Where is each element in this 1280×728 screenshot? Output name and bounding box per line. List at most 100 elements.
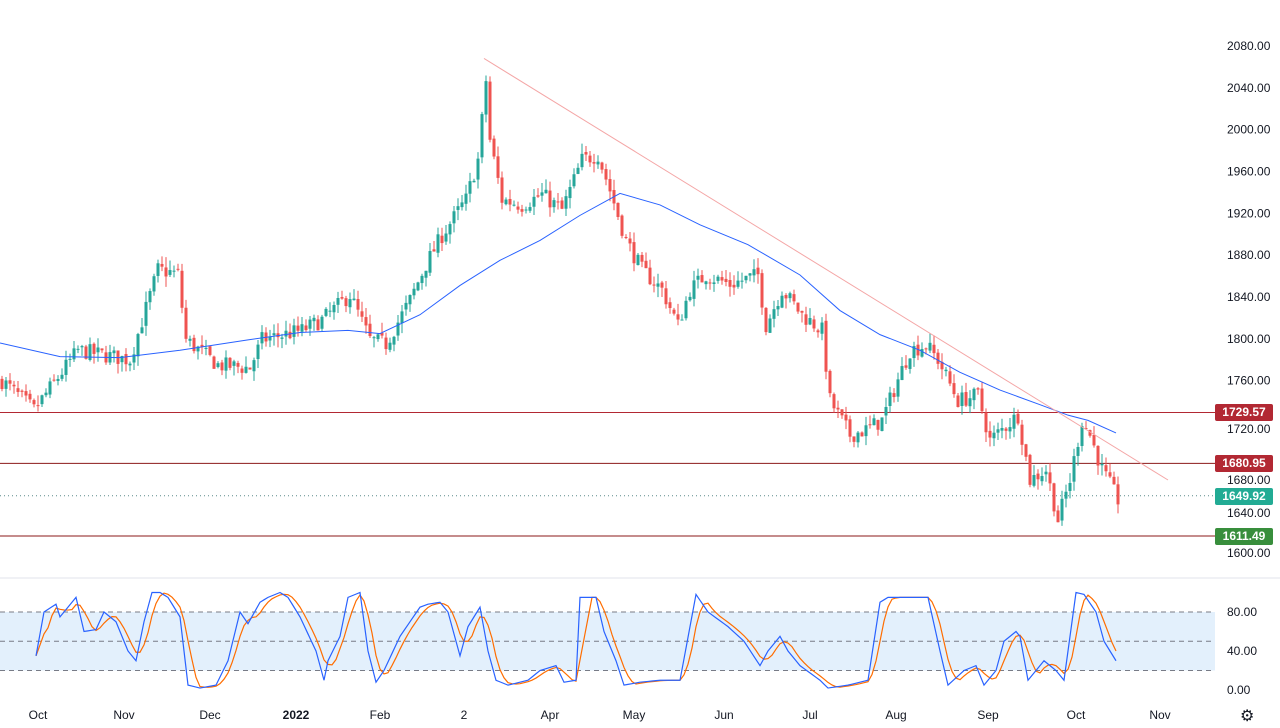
candle-body: [420, 275, 424, 284]
candle-body: [824, 320, 828, 372]
price-tick: 2080.00: [1227, 39, 1271, 53]
candle-body: [928, 342, 932, 351]
candle-body: [860, 432, 864, 437]
candle-body: [344, 298, 348, 307]
candle-body: [600, 162, 604, 170]
candle-body: [296, 325, 300, 331]
time-tick: Jun: [714, 708, 734, 722]
candle-body: [228, 357, 232, 368]
candle-body: [52, 379, 56, 381]
candle-body: [624, 236, 628, 238]
candle-body: [556, 201, 560, 203]
candle-body: [244, 366, 248, 373]
candle-body: [1112, 476, 1116, 485]
candle-body: [176, 268, 180, 270]
candle-body: [448, 224, 452, 235]
candle-body: [400, 311, 404, 324]
time-tick: Dec: [199, 708, 221, 722]
candle-body: [60, 374, 64, 379]
candle-body: [360, 311, 364, 317]
candle-body: [628, 238, 632, 244]
candle-body: [752, 269, 756, 276]
candle-body: [576, 167, 580, 174]
candle-body: [1072, 456, 1076, 482]
level-price-tag: 1680.95: [1215, 455, 1273, 472]
candle-body: [940, 361, 944, 370]
candle-body: [36, 405, 40, 407]
price-tick: 1880.00: [1227, 248, 1271, 262]
candle-body: [676, 314, 680, 320]
candle-body: [164, 267, 168, 277]
price-tick: 1840.00: [1227, 290, 1271, 304]
stoch-tick: 80.00: [1227, 605, 1257, 619]
candle-body: [432, 249, 436, 252]
candle-body: [96, 347, 100, 353]
candle-body: [708, 282, 712, 284]
candle-body: [1000, 427, 1004, 431]
candle-body: [100, 348, 104, 351]
candle-body: [396, 322, 400, 336]
candle-body: [20, 390, 24, 392]
candle-body: [588, 155, 592, 163]
candle-body: [792, 294, 796, 302]
candle-body: [936, 352, 940, 364]
candle-body: [740, 280, 744, 282]
candle-body: [504, 199, 508, 205]
price-tick: 1640.00: [1227, 506, 1271, 520]
candle-body: [56, 378, 60, 381]
candle-body: [692, 280, 696, 299]
candle-body: [536, 195, 540, 197]
candle-body: [1092, 434, 1096, 446]
candle-body: [64, 359, 68, 375]
candle-body: [672, 309, 676, 314]
time-tick: Oct: [28, 708, 48, 722]
candle-body: [520, 209, 524, 212]
candle-body: [152, 276, 156, 292]
candle-body: [236, 362, 240, 367]
candle-body: [852, 436, 856, 442]
candle-body: [700, 275, 704, 283]
candle-body: [1100, 463, 1104, 466]
candle-body: [1048, 472, 1052, 484]
candle-body: [632, 242, 636, 264]
candle-body: [848, 419, 852, 437]
candle-body: [684, 300, 688, 319]
candle-body: [968, 398, 972, 407]
candle-body: [1076, 446, 1080, 456]
candle-body: [1004, 428, 1008, 431]
candle-body: [364, 317, 368, 326]
candle-body: [716, 276, 720, 281]
candle-body: [1056, 510, 1060, 523]
candle-body: [864, 425, 868, 437]
candle-body: [80, 346, 84, 348]
candle-body: [48, 381, 52, 395]
stoch-tick: 40.00: [1227, 644, 1257, 658]
candle-body: [680, 319, 684, 321]
candle-body: [332, 305, 336, 313]
candle-body: [220, 362, 224, 371]
candle-body: [636, 254, 640, 266]
candle-body: [484, 81, 488, 115]
candle-body: [1060, 498, 1064, 521]
candle-body: [1012, 414, 1016, 429]
time-tick: Nov: [1149, 708, 1171, 722]
candle-body: [1064, 491, 1068, 499]
candle-body: [280, 337, 284, 339]
candle-body: [500, 177, 504, 203]
candle-body: [724, 278, 728, 282]
candle-body: [984, 412, 988, 433]
price-tick: 2000.00: [1227, 123, 1271, 137]
candle-body: [492, 138, 496, 157]
time-tick: 2: [460, 708, 468, 722]
candle-body: [812, 319, 816, 329]
candle-body: [872, 418, 876, 426]
candle-body: [148, 291, 152, 303]
candle-body: [8, 380, 12, 384]
candle-body: [620, 215, 624, 236]
candle-body: [1080, 426, 1084, 446]
gear-icon[interactable]: ⚙: [1240, 708, 1255, 725]
candle-body: [1040, 476, 1044, 482]
candle-body: [760, 273, 764, 308]
candle-body: [300, 324, 304, 332]
